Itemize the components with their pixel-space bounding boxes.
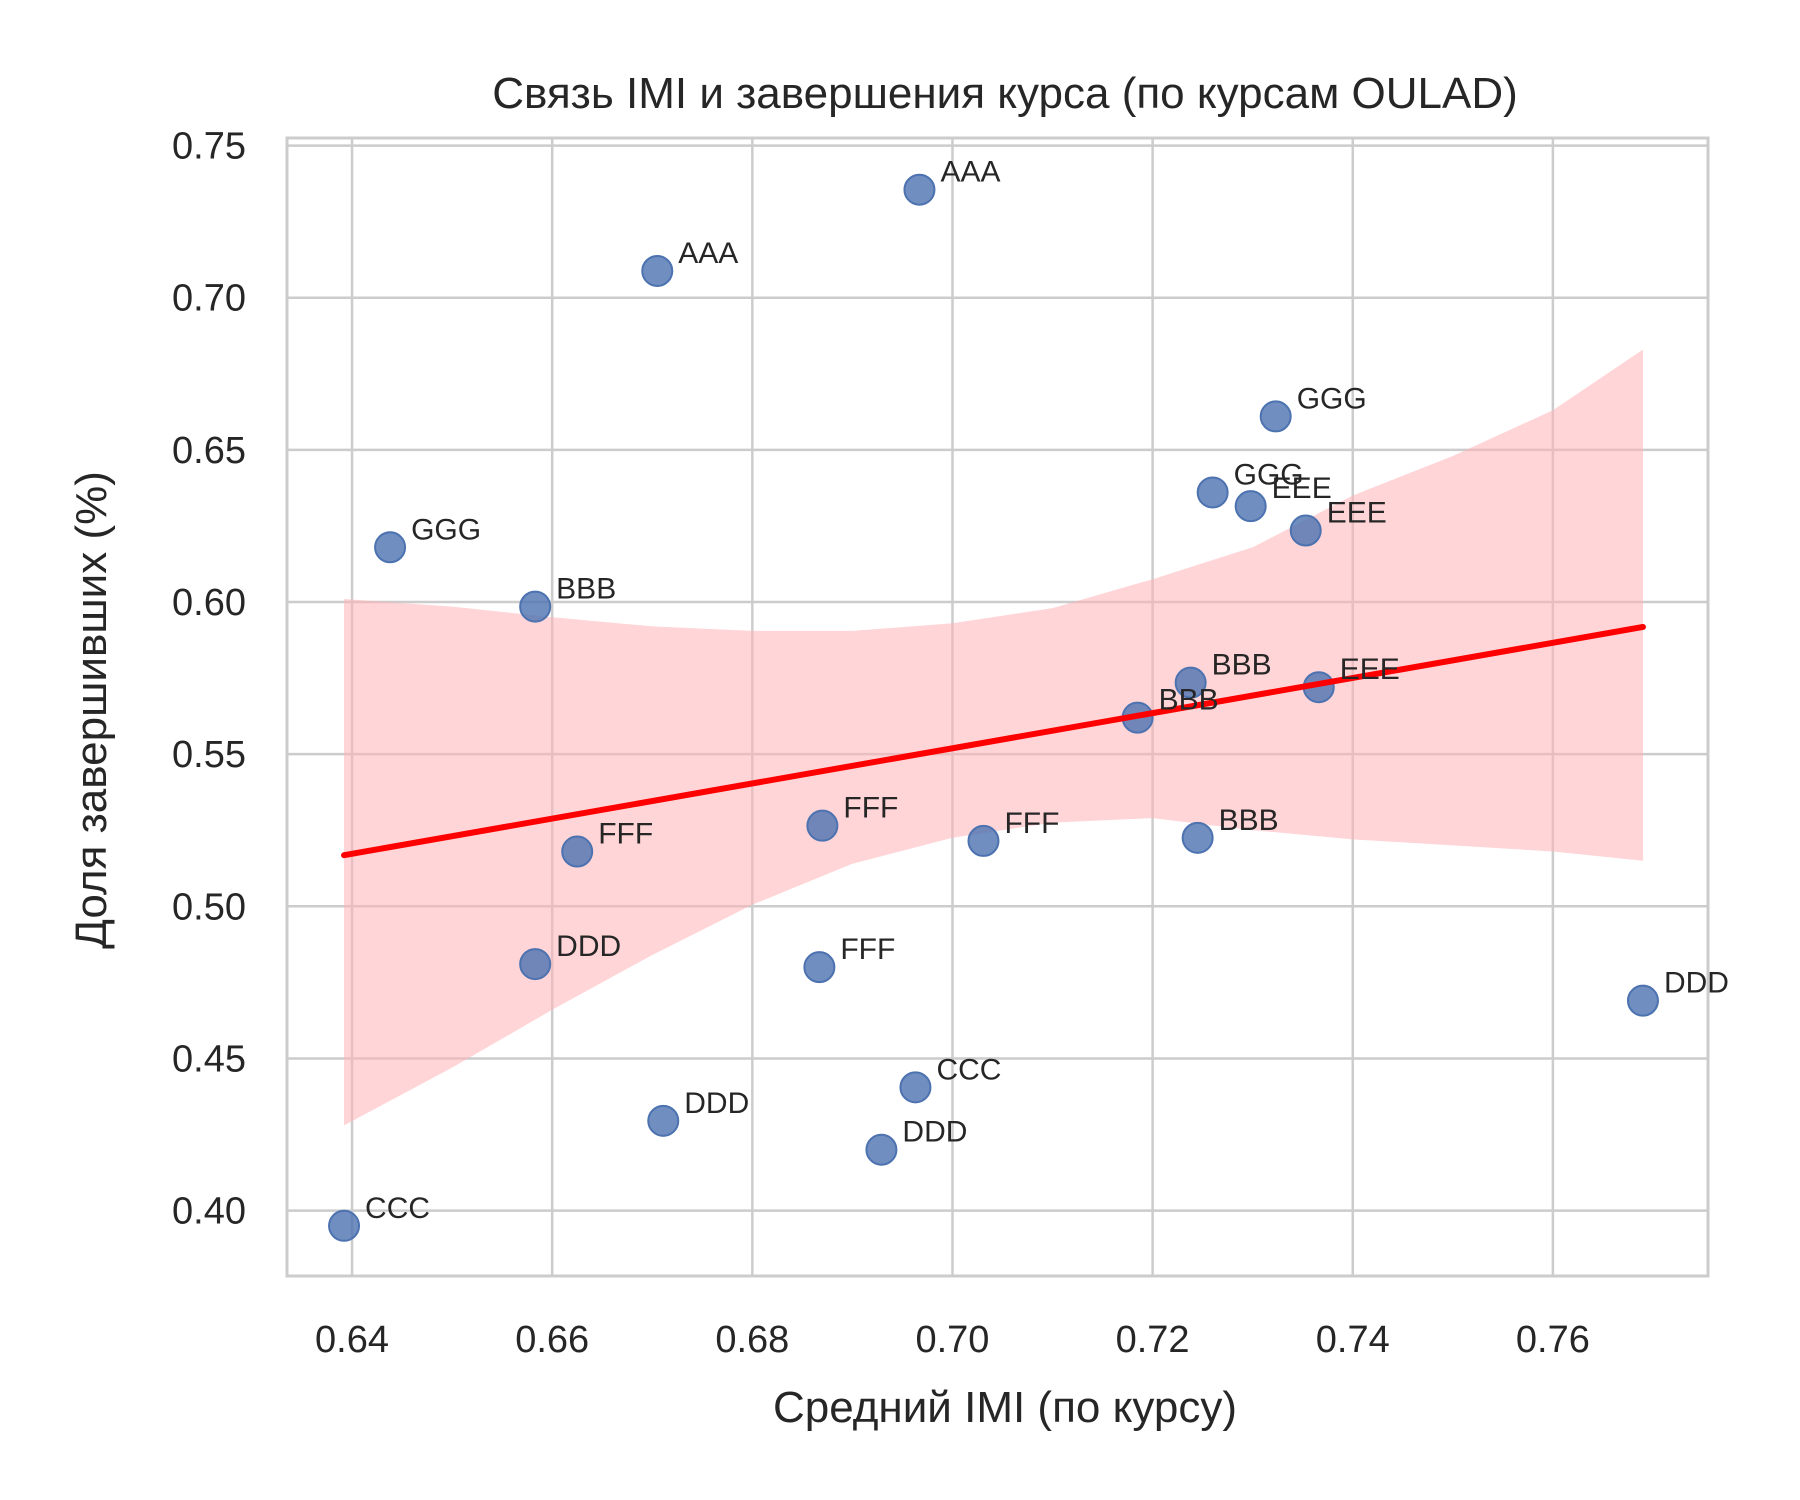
x-tick-label: 0.68 <box>715 1319 789 1361</box>
point-label: DDD <box>684 1087 749 1120</box>
data-point <box>647 1104 680 1137</box>
data-point <box>1234 490 1267 523</box>
point-label: AAA <box>678 237 738 270</box>
data-point <box>641 254 674 287</box>
data-point <box>865 1133 898 1166</box>
point-label: BBB <box>1212 649 1272 682</box>
point-label: EEE <box>1340 653 1400 686</box>
y-tick-labels: 0.40 0.45 0.50 0.55 0.60 0.65 0.70 0.75 <box>172 126 246 1233</box>
x-tick-label: 0.76 <box>1516 1319 1590 1361</box>
y-tick-label: 0.60 <box>172 582 246 624</box>
x-tick-label: 0.70 <box>915 1319 989 1361</box>
chart-title: Связь IMI и завершения курса (по курсам … <box>492 69 1518 118</box>
point-label: DDD <box>556 930 621 963</box>
point-label: BBB <box>1219 804 1279 837</box>
data-point <box>561 835 594 868</box>
point-label: EEE <box>1272 472 1332 505</box>
data-point <box>374 531 407 564</box>
data-point <box>803 951 836 984</box>
point-label: CCC <box>936 1053 1001 1086</box>
y-tick-label: 0.65 <box>172 430 246 472</box>
x-tick-label: 0.72 <box>1116 1319 1190 1361</box>
data-point <box>519 590 552 623</box>
plot-frame <box>285 136 1710 1278</box>
data-point <box>806 809 839 842</box>
confidence-band <box>344 349 1643 1126</box>
data-point <box>1181 821 1214 854</box>
data-point <box>519 948 552 981</box>
x-tick-label: 0.66 <box>515 1319 589 1361</box>
point-label: AAA <box>940 156 1000 189</box>
x-tick-label: 0.64 <box>315 1319 389 1361</box>
regression-line <box>341 623 1646 859</box>
point-label: FFF <box>843 792 898 825</box>
point-label: GGG <box>1234 458 1304 491</box>
data-point <box>1196 476 1229 509</box>
point-label: DDD <box>1664 967 1729 1000</box>
point-label: BBB <box>556 573 616 606</box>
data-point <box>1289 514 1322 547</box>
point-label: FFF <box>1004 807 1059 840</box>
confidence-band-layer <box>344 349 1643 1126</box>
point-label: BBB <box>1159 684 1219 717</box>
point-label: GGG <box>411 513 481 546</box>
data-point <box>967 824 1000 857</box>
y-tick-label: 0.45 <box>172 1038 246 1080</box>
point-label: EEE <box>1327 497 1387 530</box>
point-label: FFF <box>840 933 895 966</box>
data-point <box>1626 984 1659 1017</box>
point-label: CCC <box>365 1192 430 1225</box>
data-point <box>1259 400 1292 433</box>
regression-line-layer <box>341 623 1646 859</box>
x-tick-labels: 0.64 0.66 0.68 0.70 0.72 0.74 0.76 <box>315 1319 1590 1361</box>
y-tick-label: 0.75 <box>172 126 246 168</box>
y-tick-label: 0.40 <box>172 1191 246 1233</box>
point-label: FFF <box>598 818 653 851</box>
point-label: DDD <box>902 1116 967 1149</box>
y-tick-label: 0.55 <box>172 734 246 776</box>
x-axis-label: Средний IMI (по курсу) <box>773 1383 1237 1432</box>
x-tick-label: 0.74 <box>1316 1319 1390 1361</box>
data-point <box>328 1209 361 1242</box>
y-axis-label: Доля завершивших (%) <box>67 471 116 949</box>
y-tick-label: 0.50 <box>172 886 246 928</box>
data-point <box>903 173 936 206</box>
data-point <box>899 1071 932 1104</box>
point-label: GGG <box>1297 382 1367 415</box>
data-point <box>1174 666 1207 699</box>
y-tick-label: 0.70 <box>172 278 246 320</box>
